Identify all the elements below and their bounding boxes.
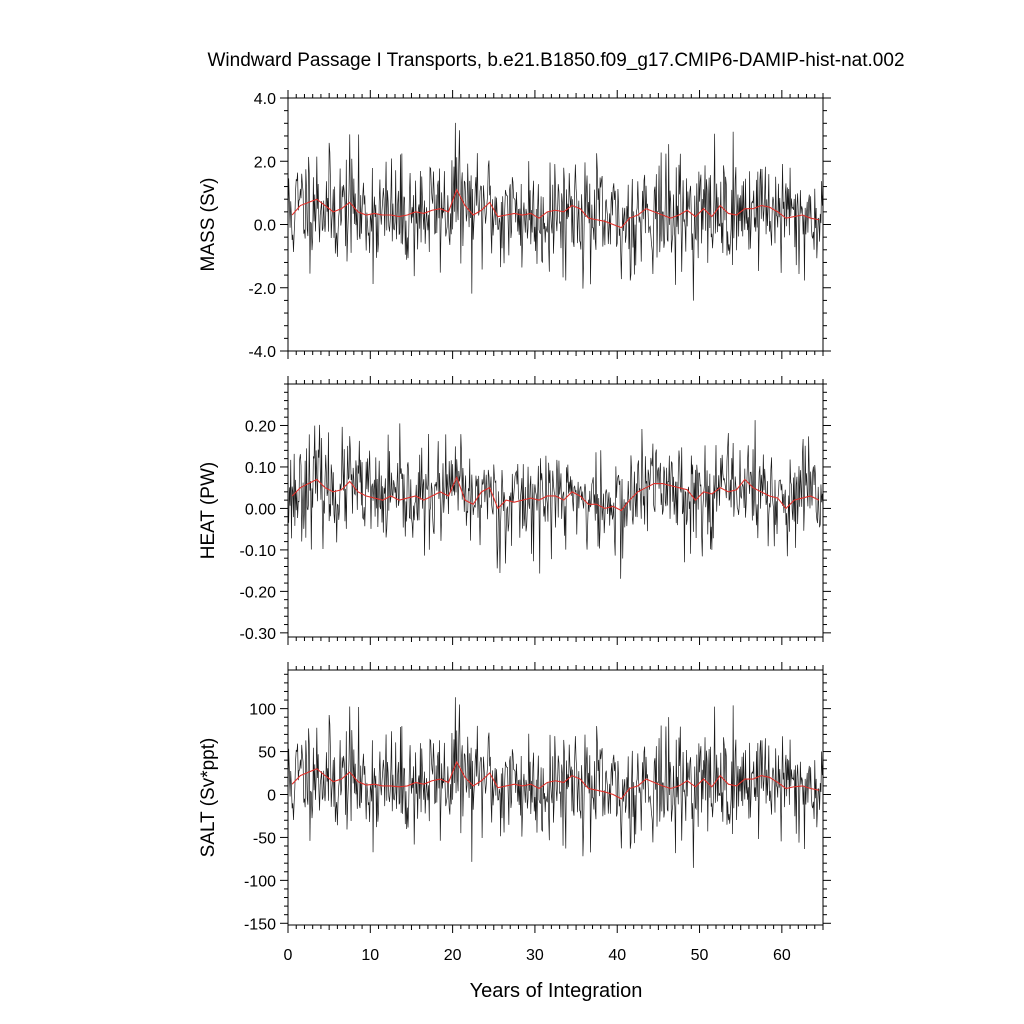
heat-y-tick-label: -0.20 <box>240 584 277 601</box>
mass-monthly-series-line <box>288 122 823 301</box>
heat-y-tick-label: 0.20 <box>245 418 276 435</box>
mass-y-axis-label: MASS (Sv) <box>198 178 219 272</box>
salt-y-tick-label: 0 <box>267 787 276 804</box>
salt-y-tick-label: 100 <box>249 702 276 719</box>
mass-y-tick-label: -2.0 <box>248 281 276 298</box>
heat-y-axis-label: HEAT (PW) <box>198 462 219 559</box>
heat-y-tick-label: 0.10 <box>245 460 276 477</box>
salt-panel: -150 -100 -50 0 50 100 SALT (Sv*ppt) <box>198 662 831 933</box>
mass-y-tick-label: 0.0 <box>254 218 276 235</box>
x-tick-label: 50 <box>691 947 709 964</box>
mass-y-tick-label: 2.0 <box>254 154 276 171</box>
salt-monthly-series-line <box>288 697 823 868</box>
x-tick-label: 60 <box>773 947 791 964</box>
mass-y-tick-label: -4.0 <box>248 344 276 361</box>
x-tick-label: 30 <box>526 947 544 964</box>
x-tick-label: 40 <box>608 947 626 964</box>
salt-plot-area: -150 -100 -50 0 50 100 <box>244 662 831 933</box>
heat-y-tick-label: -0.30 <box>240 626 277 643</box>
x-tick-label: 10 <box>361 947 379 964</box>
heat-monthly-series-line <box>288 420 823 579</box>
mass-annual-mean-line <box>291 188 819 229</box>
heat-plot-frame <box>287 383 824 638</box>
x-tick-label: 0 <box>284 947 293 964</box>
x-axis-label: Years of Integration <box>470 980 643 1002</box>
heat-annual-mean-line <box>291 475 820 512</box>
salt-y-tick-label: -50 <box>253 830 276 847</box>
heat-plot-area: -0.30 -0.20 -0.10 0.00 0.10 0.20 <box>240 376 831 645</box>
salt-annual-mean-line <box>291 760 819 800</box>
mass-plot-area: -4.0 -2.0 0.0 2.0 4.0 <box>248 90 831 361</box>
x-tick-label: 20 <box>444 947 462 964</box>
x-tick-labels: 0 10 20 30 40 50 60 <box>284 947 791 964</box>
mass-y-tick-label: 4.0 <box>254 91 276 108</box>
heat-panel: -0.30 -0.20 -0.10 0.00 0.10 0.20 HEAT (PW) <box>198 376 831 645</box>
heat-y-tick-label: 0.00 <box>245 501 276 518</box>
salt-y-tick-label: 50 <box>258 745 276 762</box>
salt-y-axis-label: SALT (Sv*ppt) <box>198 738 219 858</box>
figure-title: Windward Passage I Transports, b.e21.B18… <box>207 50 904 71</box>
salt-y-tick-label: -100 <box>244 873 276 890</box>
salt-y-tick-label: -150 <box>244 916 276 933</box>
mass-panel: -4.0 -2.0 0.0 2.0 4.0 MASS (Sv) <box>198 90 831 361</box>
salt-plot-frame <box>287 669 824 926</box>
heat-y-tick-label: -0.10 <box>240 543 277 560</box>
